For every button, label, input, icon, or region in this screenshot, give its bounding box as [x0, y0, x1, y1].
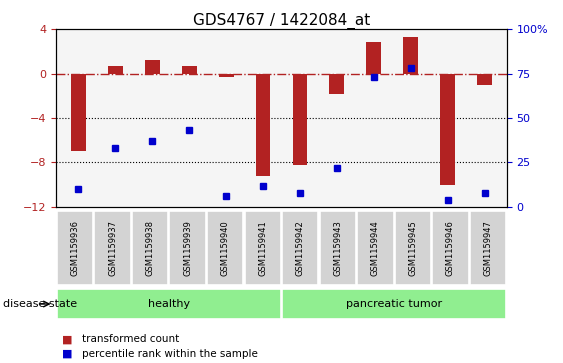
Text: transformed count: transformed count: [82, 334, 179, 344]
Bar: [108, 66, 123, 73]
Text: GDS4767 / 1422084_at: GDS4767 / 1422084_at: [193, 13, 370, 29]
Text: GSM1159944: GSM1159944: [371, 220, 380, 276]
Bar: [329, 73, 344, 94]
Bar: [367, 42, 381, 73]
Bar: [293, 73, 307, 165]
Text: GSM1159945: GSM1159945: [408, 220, 417, 276]
Text: GSM1159937: GSM1159937: [108, 220, 117, 276]
Text: disease state: disease state: [3, 299, 77, 309]
Bar: [71, 73, 86, 151]
Text: GSM1159938: GSM1159938: [146, 220, 155, 276]
Text: GSM1159943: GSM1159943: [333, 220, 342, 276]
Text: ■: ■: [62, 334, 73, 344]
Bar: [477, 73, 492, 85]
Bar: [219, 73, 234, 77]
Bar: [145, 60, 160, 73]
Text: GSM1159940: GSM1159940: [221, 220, 230, 276]
Text: GSM1159947: GSM1159947: [484, 220, 493, 276]
Bar: [256, 73, 270, 176]
Text: pancreatic tumor: pancreatic tumor: [346, 299, 442, 309]
Text: GSM1159946: GSM1159946: [446, 220, 455, 276]
Text: percentile rank within the sample: percentile rank within the sample: [82, 349, 257, 359]
Text: healthy: healthy: [148, 299, 190, 309]
Text: ■: ■: [62, 349, 73, 359]
Bar: [182, 66, 196, 73]
Text: GSM1159939: GSM1159939: [183, 220, 192, 276]
Bar: [403, 37, 418, 73]
Text: GSM1159942: GSM1159942: [296, 220, 305, 276]
Text: GSM1159941: GSM1159941: [258, 220, 267, 276]
Bar: [440, 73, 455, 185]
Text: GSM1159936: GSM1159936: [70, 220, 79, 276]
